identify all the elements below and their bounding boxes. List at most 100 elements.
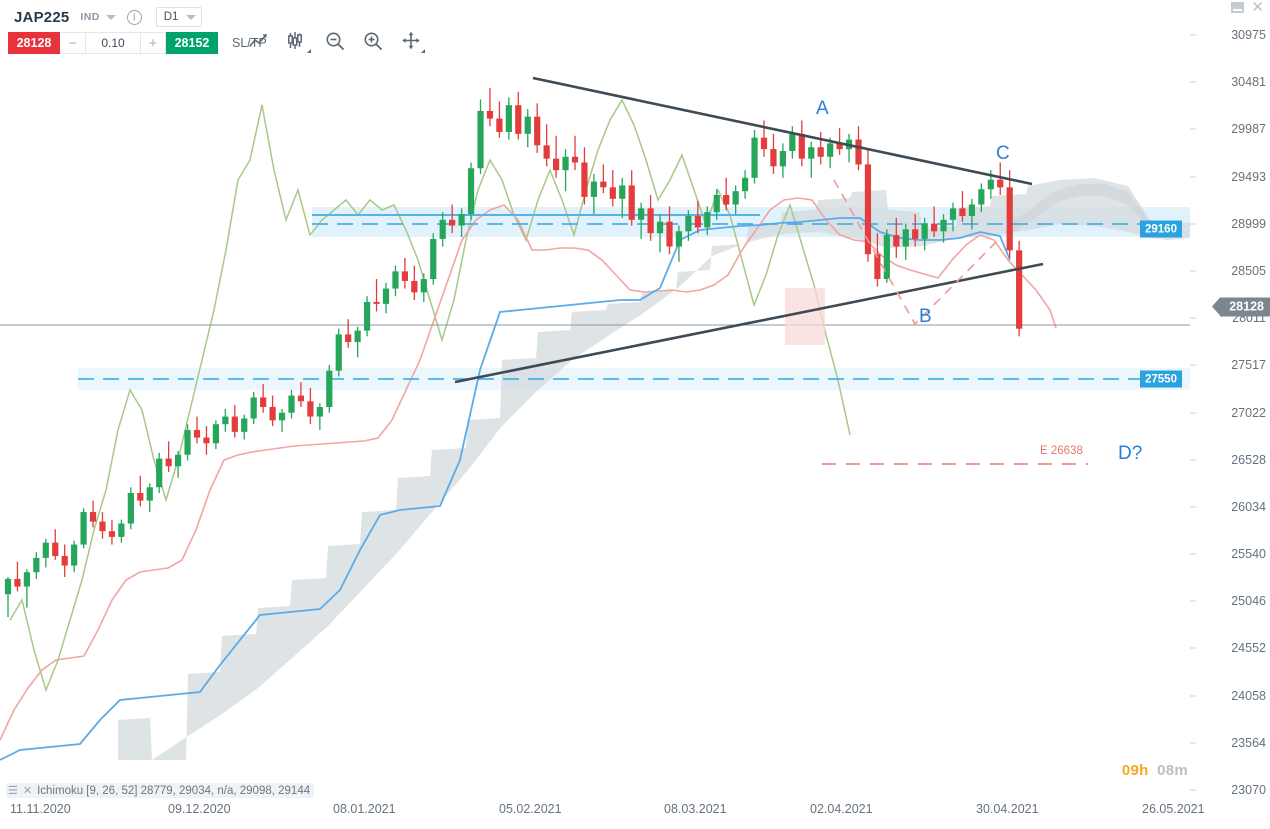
chevron-down-icon[interactable]: [105, 14, 116, 20]
candle-body: [212, 424, 219, 444]
candle-body: [297, 395, 305, 402]
indicator-remove-icon[interactable]: ✕: [22, 785, 33, 797]
candle-body: [89, 512, 97, 522]
price-axis-tickmark: [1190, 789, 1196, 791]
price-axis-tickmark: [1190, 459, 1196, 461]
candle-body: [335, 334, 342, 371]
price-axis-tick-label: 28505: [1231, 263, 1266, 278]
candle-body: [770, 149, 777, 167]
candle-body: [80, 512, 87, 545]
price-axis-tickmark: [1190, 412, 1196, 414]
price-axis-tick-label: 27022: [1231, 405, 1266, 420]
candle-body: [874, 254, 881, 280]
candle-body: [260, 397, 267, 408]
crosshair-move-icon[interactable]: [400, 30, 425, 53]
toolbar-area: JAP225 IND i D1 28128 − 0.10 + 28152 SL/…: [0, 0, 1270, 60]
level-tag-29160[interactable]: 29160: [1140, 220, 1182, 238]
candle-body: [978, 189, 985, 205]
candle-body: [808, 147, 815, 159]
price-axis[interactable]: 30975 30481 29987 29493 28999 28505 28011 27517…: [1190, 20, 1270, 810]
date-axis-tick-label: 05.02.2021: [499, 802, 562, 816]
candle-body: [656, 221, 664, 234]
candle-body: [827, 143, 834, 157]
candle-body: [505, 105, 512, 132]
candle-body: [307, 401, 314, 417]
candle-body: [893, 235, 900, 247]
volume-increase-button[interactable]: +: [140, 33, 166, 53]
candle-body: [959, 208, 966, 216]
candle-body: [278, 412, 286, 421]
candle-body: [534, 116, 541, 146]
candle-body: [392, 271, 399, 289]
candle-body: [553, 158, 560, 171]
candle-body: [997, 179, 1004, 188]
zoom-in-icon[interactable]: [362, 30, 384, 52]
candle-body: [628, 185, 635, 220]
candle-body: [931, 223, 938, 232]
info-icon[interactable]: i: [126, 9, 142, 25]
candle-body: [1016, 250, 1023, 329]
buy-button[interactable]: 28152: [166, 32, 218, 54]
candle-body: [108, 531, 116, 537]
timeframe-selector[interactable]: D1: [155, 7, 203, 27]
ichimoku-cloud-future: [1010, 184, 1150, 232]
dropdown-corner-icon: [307, 49, 311, 53]
candle-body: [52, 542, 59, 557]
indicator-settings-icon[interactable]: ☰: [8, 785, 18, 797]
candle-body: [175, 454, 182, 467]
candle-body: [61, 556, 68, 566]
candle-body: [912, 229, 919, 239]
chikou-span: [9, 98, 851, 693]
sell-button[interactable]: 28128: [8, 32, 60, 54]
trade-panel: 28128 − 0.10 + 28152 SL/TP: [8, 32, 267, 54]
ichimoku-cloud: [118, 178, 1190, 760]
candle-body: [71, 544, 78, 566]
volume-input[interactable]: 0.10: [101, 36, 125, 50]
close-icon[interactable]: ✕: [1251, 0, 1264, 16]
price-axis-tick-label: 25046: [1231, 594, 1266, 609]
candle-body: [940, 219, 947, 232]
candlestick-chart-icon[interactable]: [286, 30, 311, 53]
candle-body: [316, 407, 323, 417]
price-axis-tickmark: [1190, 81, 1196, 83]
date-axis-tick-label: 02.04.2021: [810, 802, 873, 816]
candle-body: [902, 229, 909, 247]
symbol-name[interactable]: JAP225: [14, 8, 70, 26]
sltp-button[interactable]: SL/TP: [232, 36, 267, 50]
price-axis-tickmark: [1190, 600, 1196, 602]
abcd-projection: [833, 179, 1001, 326]
candle-body: [449, 219, 456, 226]
candle-body: [685, 215, 692, 232]
date-axis-tick-label: 08.03.2021: [664, 802, 727, 816]
price-axis-tickmark: [1190, 34, 1196, 36]
annotation-point-c: C: [996, 143, 1010, 164]
level-tag-27550[interactable]: 27550: [1140, 370, 1182, 388]
price-axis-tick-label: 28999: [1231, 216, 1266, 231]
candle-body: [4, 578, 12, 595]
candle-body: [373, 301, 380, 304]
chart-canvas[interactable]: 29160 27550 A B C D? E 26638: [0, 60, 1190, 780]
candle-body: [127, 492, 134, 524]
minimize-icon[interactable]: [1231, 2, 1245, 13]
candle-body: [165, 458, 172, 467]
candle-body: [420, 279, 427, 293]
price-axis-tickmark: [1190, 506, 1196, 508]
price-axis-tick-label: 24552: [1231, 641, 1266, 656]
candle-body: [156, 458, 163, 488]
zoom-out-icon[interactable]: [324, 30, 346, 52]
candle-body: [231, 416, 238, 432]
candle-body: [855, 139, 862, 165]
indicator-status-bar[interactable]: ☰ ✕ Ichimoku [9, 26, 52] 28779, 29034, n…: [6, 783, 315, 798]
price-axis-tick-label: 23564: [1231, 735, 1266, 750]
candle-body: [789, 133, 796, 152]
candle-body: [430, 238, 437, 280]
date-axis[interactable]: 11.11.2020 09.12.2020 08.01.2021 05.02.2021…: [0, 800, 1270, 829]
line-chart-icon[interactable]: [248, 30, 270, 52]
candle-body: [458, 214, 465, 226]
candle-body: [742, 177, 749, 192]
candle-body: [118, 523, 125, 537]
volume-decrease-button[interactable]: −: [60, 33, 86, 53]
candle-body: [732, 191, 739, 205]
candle-body: [760, 137, 768, 150]
price-axis-tick-label: 30481: [1231, 75, 1266, 90]
